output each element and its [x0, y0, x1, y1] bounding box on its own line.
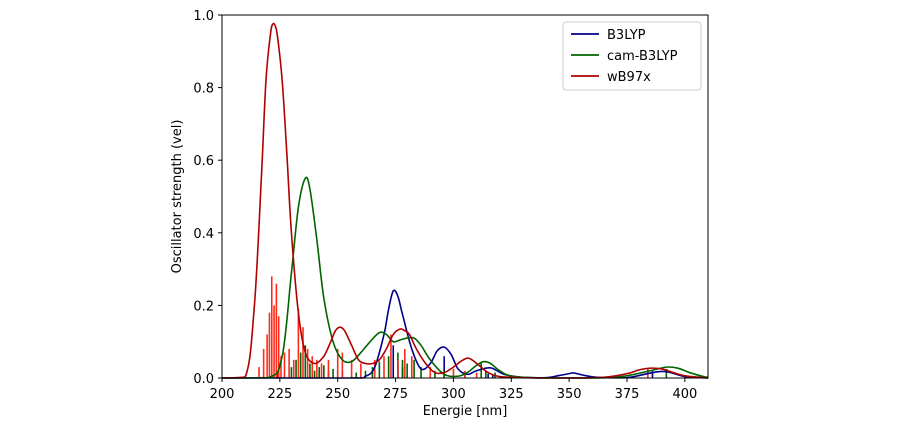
series-line-cam-b3lyp [221, 176, 709, 379]
y-axis-label: Oscillator strength (vel) [170, 120, 185, 274]
legend-label-wb97x: wB97x [607, 70, 651, 85]
y-tick-label: 0.4 [193, 227, 214, 242]
legend-label-b3lyp: B3LYP [607, 28, 646, 43]
y-tick-label: 0.0 [193, 372, 214, 387]
y-tick-label: 0.8 [193, 82, 214, 97]
series-line-b3lyp [221, 289, 709, 379]
x-axis-ticks: 200 225 250 275 300 325 350 375 400 [210, 378, 697, 402]
x-tick-label: 325 [499, 387, 524, 402]
stick-spectra [258, 276, 668, 378]
x-tick-label: 225 [267, 387, 292, 402]
legend: B3LYP cam-B3LYP wB97x [562, 21, 702, 91]
y-tick-label: 1.0 [193, 9, 214, 24]
x-tick-label: 350 [557, 387, 582, 402]
legend-box [562, 21, 702, 91]
y-tick-label: 0.6 [193, 154, 214, 169]
x-tick-label: 300 [441, 387, 466, 402]
legend-label-cam-b3lyp: cam-B3LYP [607, 49, 678, 64]
y-axis-ticks: 0.0 0.2 0.4 0.6 0.8 1.0 [193, 9, 222, 387]
x-tick-label: 400 [672, 387, 697, 402]
plot-area-frame [221, 14, 709, 379]
x-tick-label: 250 [325, 387, 350, 402]
x-tick-label: 275 [383, 387, 408, 402]
x-axis-label: Energie [nm] [423, 404, 508, 419]
x-tick-label: 200 [210, 387, 235, 402]
x-tick-label: 375 [615, 387, 640, 402]
y-tick-label: 0.2 [193, 299, 214, 314]
